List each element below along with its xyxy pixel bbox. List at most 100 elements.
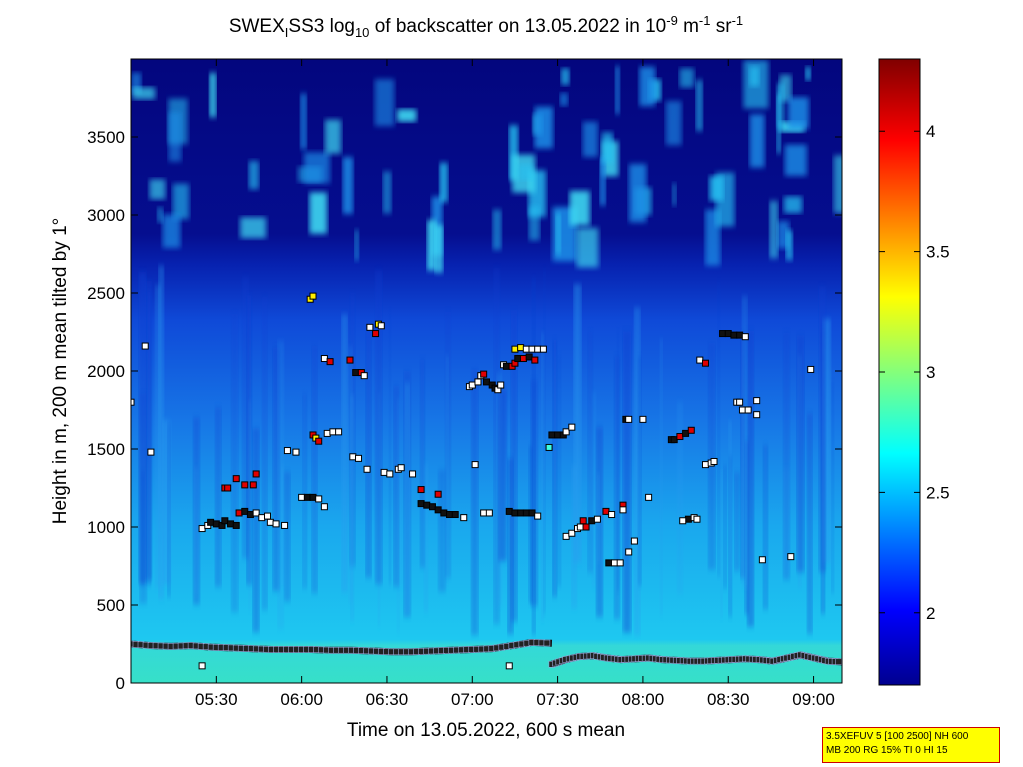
- layer-marker: [451, 511, 459, 519]
- colorbar-tick-label: 2: [926, 604, 935, 623]
- field-streak: [573, 284, 581, 563]
- layer-marker: [682, 429, 690, 437]
- field-streak: [660, 338, 663, 616]
- layer-marker: [298, 493, 306, 501]
- field-patch: [309, 192, 328, 234]
- field-streak: [312, 346, 318, 594]
- colorbar-tick-label: 3.5: [926, 243, 950, 262]
- field-patch: [555, 213, 561, 255]
- layer-marker: [531, 356, 539, 364]
- layer-marker: [221, 517, 229, 525]
- field-streak: [375, 270, 383, 585]
- layer-marker: [309, 493, 317, 501]
- convective-streaks: [139, 265, 834, 636]
- layer-marker: [568, 423, 576, 431]
- layer-marker: [741, 333, 749, 341]
- layer-marker: [315, 495, 323, 503]
- colorbar-tick-label: 3: [926, 363, 935, 382]
- field-streak: [162, 419, 171, 585]
- field-streak: [252, 428, 260, 633]
- layer-marker: [701, 359, 709, 367]
- layer-marker: [719, 330, 727, 338]
- layer-marker: [701, 461, 709, 469]
- layer-marker: [534, 345, 542, 353]
- layer-marker: [283, 447, 291, 455]
- colorbar-ticks: 2 2.5 3 3.5 4: [879, 122, 950, 623]
- layer-marker: [349, 453, 357, 461]
- layer-marker: [582, 523, 590, 531]
- layer-marker: [252, 470, 260, 478]
- field-streak: [493, 268, 500, 625]
- field-patch: [784, 144, 807, 176]
- layer-marker: [207, 518, 215, 526]
- layer-marker: [593, 515, 601, 523]
- layer-marker: [264, 512, 272, 520]
- layer-marker: [539, 345, 547, 353]
- layer-marker: [246, 511, 254, 519]
- field-streak: [248, 400, 251, 611]
- field-streak: [420, 359, 425, 568]
- field-streak: [350, 394, 354, 621]
- field-streak: [723, 465, 727, 589]
- field-streak: [587, 332, 593, 573]
- layer-marker: [224, 484, 232, 492]
- layer-marker: [562, 428, 570, 436]
- field-patch: [569, 190, 590, 226]
- layer-marker: [434, 506, 442, 514]
- field-patch: [149, 179, 166, 200]
- layer-marker: [522, 345, 530, 353]
- field-streak: [302, 393, 307, 589]
- layer-marker: [505, 662, 513, 670]
- field-patch: [749, 66, 760, 87]
- field-streak: [742, 296, 748, 588]
- layer-marker: [645, 493, 653, 501]
- field-patch: [172, 183, 190, 220]
- field-streak: [393, 385, 399, 587]
- field-patch: [209, 72, 217, 118]
- field-patch: [776, 93, 781, 154]
- layer-marker: [687, 426, 695, 434]
- layer-marker: [693, 515, 701, 523]
- layer-marker: [588, 517, 596, 525]
- layer-marker: [363, 465, 371, 473]
- surface-marker: [835, 658, 842, 666]
- layer-marker: [758, 556, 766, 564]
- field-streak: [783, 332, 790, 580]
- layer-marker: [474, 378, 482, 386]
- field-patch: [168, 112, 182, 162]
- layer-marker: [608, 511, 616, 519]
- layer-marker: [434, 490, 442, 498]
- layer-marker: [684, 515, 692, 523]
- field-patch: [534, 106, 554, 149]
- layer-marker: [446, 511, 454, 519]
- field-streak: [717, 281, 721, 577]
- layer-marker: [517, 344, 525, 352]
- layer-marker: [724, 330, 732, 338]
- field-patch: [805, 66, 811, 81]
- surface-layer: [131, 638, 842, 668]
- field-patch: [374, 79, 395, 127]
- layer-marker: [517, 509, 525, 517]
- layer-marker: [679, 517, 687, 525]
- layer-marker: [241, 481, 249, 489]
- field-streak: [819, 286, 826, 573]
- y-tick-label: 3500: [87, 128, 125, 147]
- layer-marker: [198, 662, 206, 670]
- x-tick-label: 08:30: [707, 690, 750, 709]
- layer-marker: [249, 481, 257, 489]
- title-part: -1: [699, 13, 711, 28]
- field-streak: [423, 462, 428, 613]
- layer-marker: [303, 493, 311, 501]
- field-patch: [769, 200, 779, 259]
- x-tick-label: 07:30: [536, 690, 579, 709]
- field-patch: [427, 220, 437, 271]
- layer-marker: [630, 537, 638, 545]
- y-axis-ticks: 0 500 1000 1500 2000 2500 3000 3500: [87, 128, 842, 693]
- field-streak: [634, 307, 640, 636]
- field-streak: [341, 314, 348, 593]
- field-patch: [324, 119, 342, 154]
- field-streak: [215, 407, 221, 587]
- field-patch: [300, 93, 307, 150]
- layer-marker: [258, 514, 266, 522]
- title-part: of backscatter on 13.05.2022 in 10: [369, 16, 666, 37]
